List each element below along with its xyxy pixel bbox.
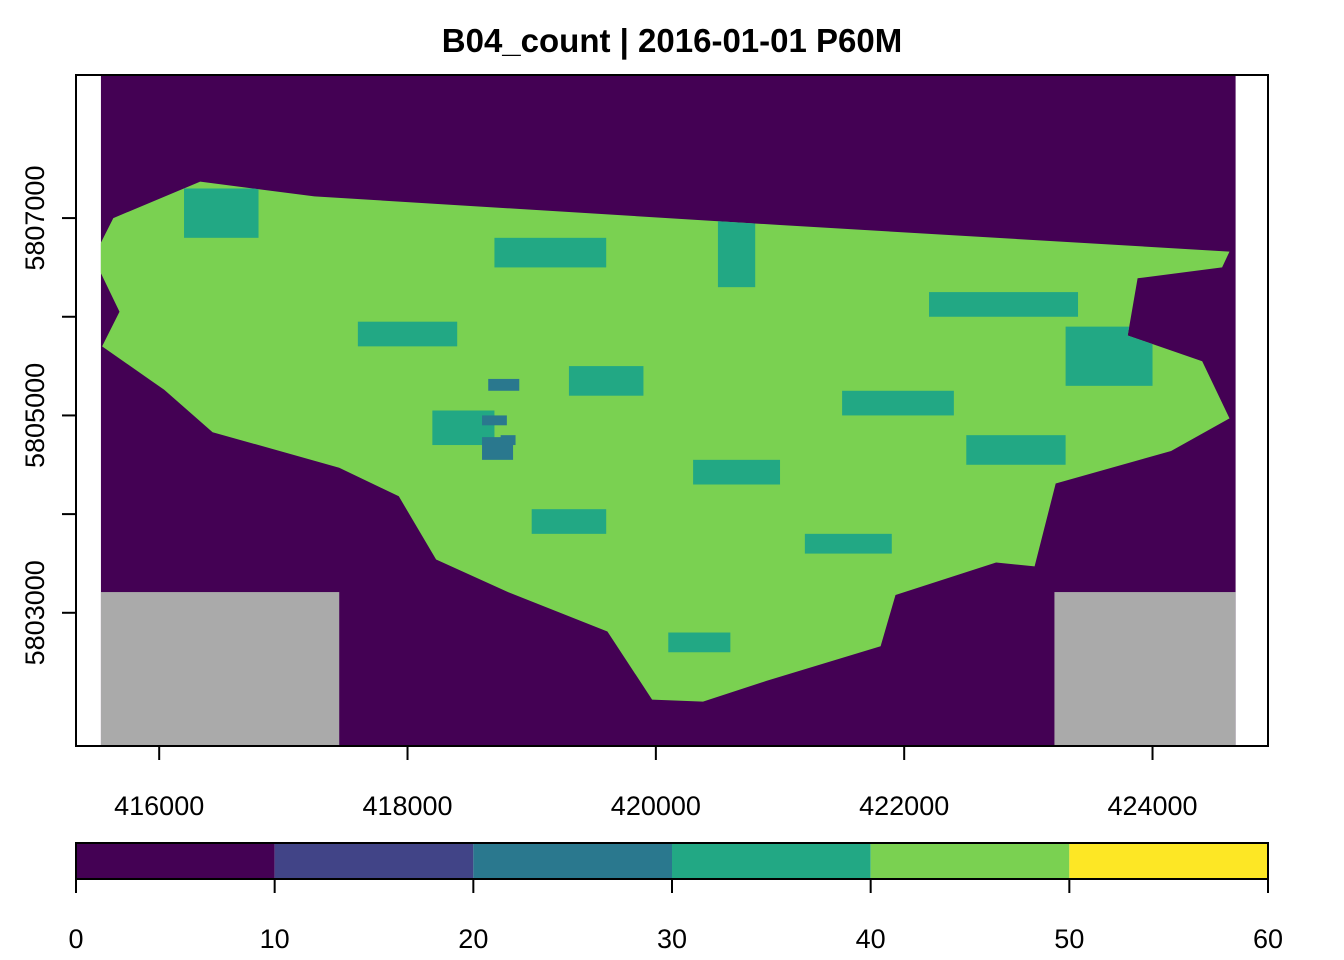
axes: 416000 418000 420000 422000 424000 5803000 580…	[20, 74, 1269, 821]
x-tick-label: 420000	[611, 791, 701, 821]
x-tick-label: 416000	[114, 791, 204, 821]
y-tick-label: 5803000	[20, 560, 50, 665]
lower-count-patch-7	[842, 390, 954, 416]
lower-count-patch-1	[494, 237, 607, 268]
legend-swatch	[672, 843, 871, 879]
lower-count-patch-6	[568, 366, 644, 396]
legend-tick-label: 30	[657, 924, 687, 954]
plot-area	[100, 75, 1236, 746]
legend-swatch	[1069, 843, 1268, 879]
legend-tick-label: 0	[68, 924, 83, 954]
lower-count-patch-12	[804, 533, 892, 554]
legend-tick-label: 10	[260, 924, 290, 954]
legend-tick-label: 40	[856, 924, 886, 954]
na-block-1	[1054, 592, 1236, 746]
lower-count-patch-0	[184, 188, 259, 238]
legend-swatch	[274, 843, 474, 879]
raster	[100, 75, 1236, 746]
legend-swatch	[473, 843, 672, 879]
legend-swatch	[76, 843, 275, 879]
color-legend: 0 10 20 30 40 50 60	[68, 842, 1283, 954]
lower-count-patch-3	[929, 292, 1079, 317]
y-tick-label: 5805000	[20, 363, 50, 468]
lower-count-patch-11	[531, 509, 607, 534]
lower-count-patch-13	[668, 632, 731, 653]
x-tick-label: 424000	[1107, 791, 1197, 821]
legend-tick-label: 60	[1253, 924, 1283, 954]
legend-tick-label: 50	[1054, 924, 1084, 954]
lower-count-patch-9	[693, 459, 781, 485]
low-count-patch-0	[488, 378, 520, 391]
na-block-0	[100, 592, 340, 746]
lower-count-patch-5	[357, 321, 458, 347]
low-count-patch-3	[482, 437, 514, 460]
legend-swatch	[870, 843, 1070, 879]
y-tick-label: 5807000	[20, 166, 50, 271]
x-tick-label: 422000	[859, 791, 949, 821]
legend-tick-label: 20	[458, 924, 488, 954]
low-count-patch-1	[482, 415, 507, 426]
x-tick-label: 418000	[362, 791, 452, 821]
lower-count-patch-10	[966, 435, 1066, 465]
chart-title: B04_count | 2016-01-01 P60M	[442, 22, 902, 59]
